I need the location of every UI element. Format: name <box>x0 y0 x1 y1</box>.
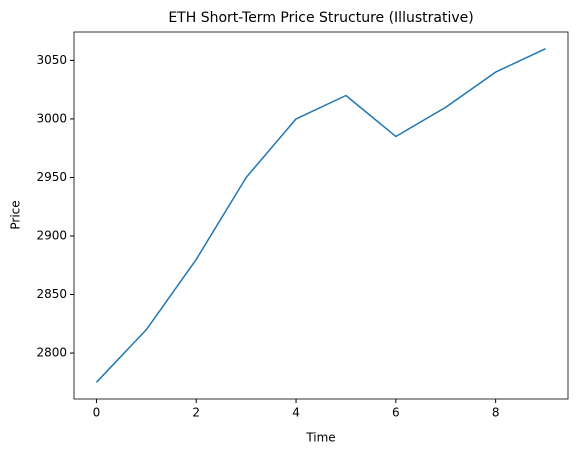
x-tick-label: 8 <box>492 406 500 420</box>
chart-title: ETH Short-Term Price Structure (Illustra… <box>168 10 473 26</box>
x-axis-label: Time <box>305 431 335 445</box>
x-tick-label: 0 <box>93 406 101 420</box>
line-series <box>95 48 546 383</box>
y-tick-label: 3050 <box>36 53 67 67</box>
y-axis-label: Price <box>9 200 23 229</box>
y-tick-label: 3000 <box>36 111 67 125</box>
y-tick-label: 2850 <box>36 287 67 301</box>
x-tick-label: 2 <box>192 406 200 420</box>
y-tick-label: 2800 <box>36 346 67 360</box>
y-tick-label: 2950 <box>36 170 67 184</box>
y-tick-label: 2900 <box>36 228 67 242</box>
x-tick-label: 4 <box>292 406 300 420</box>
x-tick-label: 6 <box>392 406 400 420</box>
plot-frame <box>73 31 569 400</box>
